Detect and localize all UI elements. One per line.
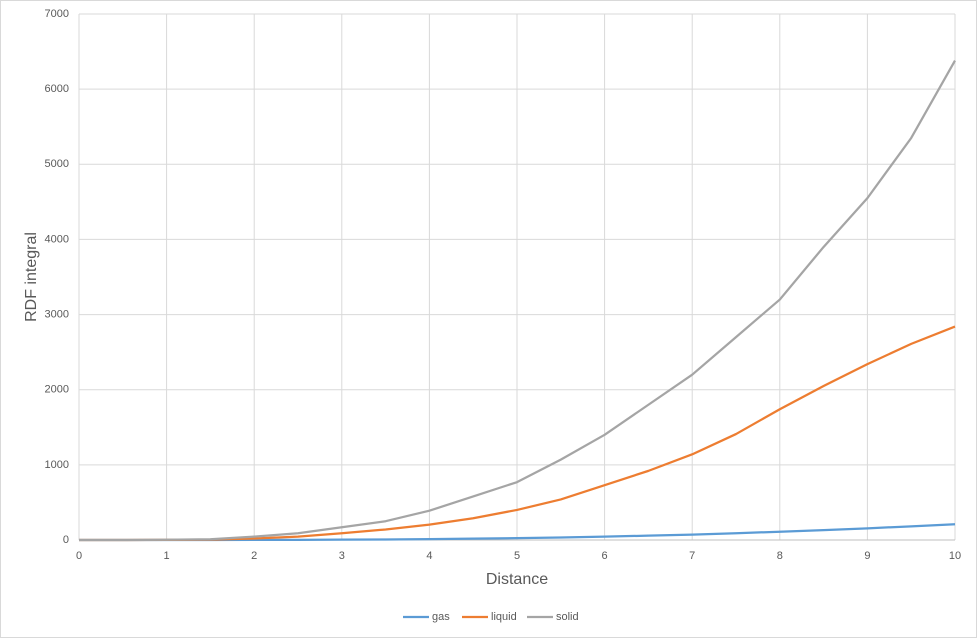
x-tick-label: 4 bbox=[426, 550, 432, 562]
legend-label: solid bbox=[556, 611, 579, 623]
x-tick-label: 9 bbox=[864, 550, 870, 562]
x-tick-label: 6 bbox=[602, 550, 608, 562]
legend-label: gas bbox=[432, 611, 450, 623]
y-tick-label: 2000 bbox=[45, 384, 69, 396]
y-tick-label: 1000 bbox=[45, 459, 69, 471]
y-tick-label: 7000 bbox=[45, 8, 69, 20]
x-tick-label: 0 bbox=[76, 550, 82, 562]
x-tick-label: 8 bbox=[777, 550, 783, 562]
x-axis-label: Distance bbox=[486, 571, 548, 588]
y-axis-label: RDF integral bbox=[23, 232, 40, 322]
y-tick-label: 6000 bbox=[45, 83, 69, 95]
x-tick-label: 2 bbox=[251, 550, 257, 562]
x-tick-label: 3 bbox=[339, 550, 345, 562]
y-tick-label: 5000 bbox=[45, 158, 69, 170]
legend-label: liquid bbox=[491, 611, 517, 623]
y-tick-label: 4000 bbox=[45, 233, 69, 245]
y-tick-label: 3000 bbox=[45, 308, 69, 320]
x-tick-label: 10 bbox=[949, 550, 961, 562]
x-tick-label: 1 bbox=[164, 550, 170, 562]
x-tick-label: 7 bbox=[689, 550, 695, 562]
line-series bbox=[79, 60, 956, 542]
x-tick-label: 5 bbox=[514, 550, 520, 562]
y-tick-label: 0 bbox=[63, 534, 69, 546]
